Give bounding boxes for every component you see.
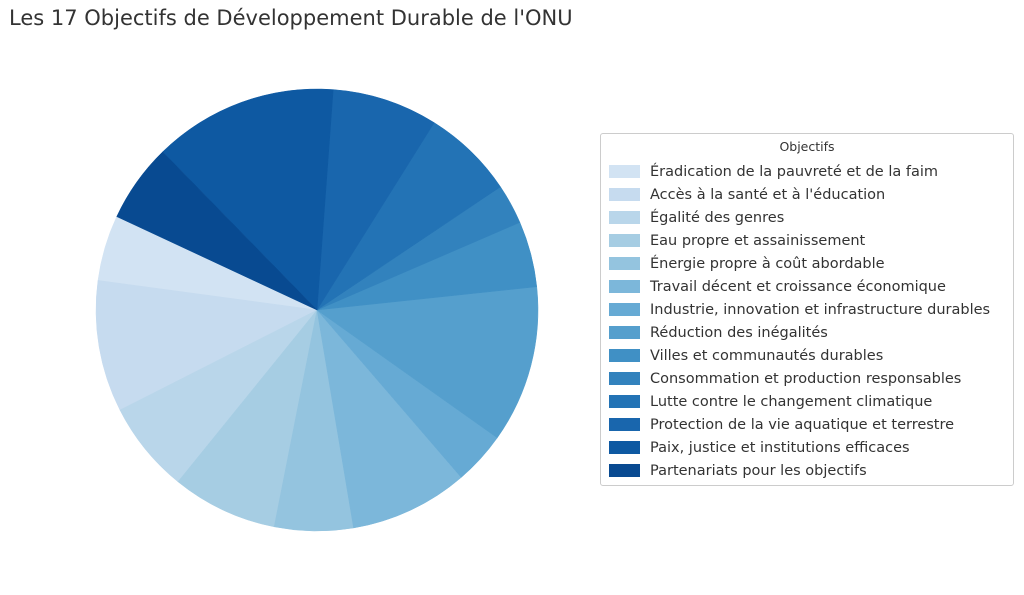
- legend-swatch: [609, 188, 640, 201]
- legend-label: Villes et communautés durables: [650, 347, 884, 364]
- legend-item: Lutte contre le changement climatique: [601, 390, 1013, 413]
- pie-slice-13: [162, 88, 334, 311]
- legend-item: Paix, justice et institutions efficaces: [601, 436, 1013, 459]
- legend-swatch: [609, 326, 640, 339]
- legend-label: Énergie propre à coût abordable: [650, 255, 885, 272]
- legend-item: Partenariats pour les objectifs: [601, 459, 1013, 482]
- legend-label: Réduction des inégalités: [650, 324, 828, 341]
- legend-label: Protection de la vie aquatique et terres…: [650, 416, 955, 433]
- legend-item: Eau propre et assainissement: [601, 229, 1013, 252]
- legend-label: Accès à la santé et à l'éducation: [650, 186, 886, 203]
- legend-label: Égalité des genres: [650, 209, 785, 226]
- legend-label: Eau propre et assainissement: [650, 232, 866, 249]
- legend-swatch: [609, 395, 640, 408]
- pie-slice-14: [116, 151, 318, 311]
- legend-swatch: [609, 303, 640, 316]
- pie-slice-8: [316, 286, 539, 439]
- legend-item: Égalité des genres: [601, 206, 1013, 229]
- legend-label: Travail décent et croissance économique: [650, 278, 946, 295]
- pie-chart: [95, 88, 539, 532]
- legend-label: Lutte contre le changement climatique: [650, 393, 933, 410]
- legend: Objectifs Éradication de la pauvreté et …: [600, 133, 1014, 486]
- legend-item: Réduction des inégalités: [601, 321, 1013, 344]
- legend-label: Partenariats pour les objectifs: [650, 462, 867, 479]
- legend-item: Consommation et production responsables: [601, 367, 1013, 390]
- legend-swatch: [609, 280, 640, 293]
- legend-swatch: [609, 257, 640, 270]
- legend-title: Objectifs: [779, 139, 835, 154]
- pie-slice-2: [95, 280, 318, 411]
- legend-swatch: [609, 418, 640, 431]
- legend-swatch: [609, 165, 640, 178]
- legend-item: Protection de la vie aquatique et terres…: [601, 413, 1013, 436]
- legend-label: Paix, justice et institutions efficaces: [650, 439, 910, 456]
- legend-item: Industrie, innovation et infrastructure …: [601, 298, 1013, 321]
- legend-item: Énergie propre à coût abordable: [601, 252, 1013, 275]
- legend-item: Villes et communautés durables: [601, 344, 1013, 367]
- legend-swatch: [609, 372, 640, 385]
- legend-swatch: [609, 211, 640, 224]
- pie-slice-4: [177, 309, 318, 528]
- legend-swatch: [609, 464, 640, 477]
- legend-swatch: [609, 234, 640, 247]
- legend-list: Éradication de la pauvreté et de la faim…: [601, 160, 1013, 482]
- legend-item: Éradication de la pauvreté et de la faim: [601, 160, 1013, 183]
- legend-swatch: [609, 441, 640, 454]
- pie-slice-12: [316, 89, 435, 311]
- legend-label: Consommation et production responsables: [650, 370, 962, 387]
- legend-label: Éradication de la pauvreté et de la faim: [650, 163, 938, 180]
- chart-title: Les 17 Objectifs de Développement Durabl…: [9, 6, 573, 30]
- legend-item: Travail décent et croissance économique: [601, 275, 1013, 298]
- legend-label: Industrie, innovation et infrastructure …: [650, 301, 991, 318]
- legend-swatch: [609, 349, 640, 362]
- legend-item: Accès à la santé et à l'éducation: [601, 183, 1013, 206]
- pie-slice-6: [316, 309, 462, 529]
